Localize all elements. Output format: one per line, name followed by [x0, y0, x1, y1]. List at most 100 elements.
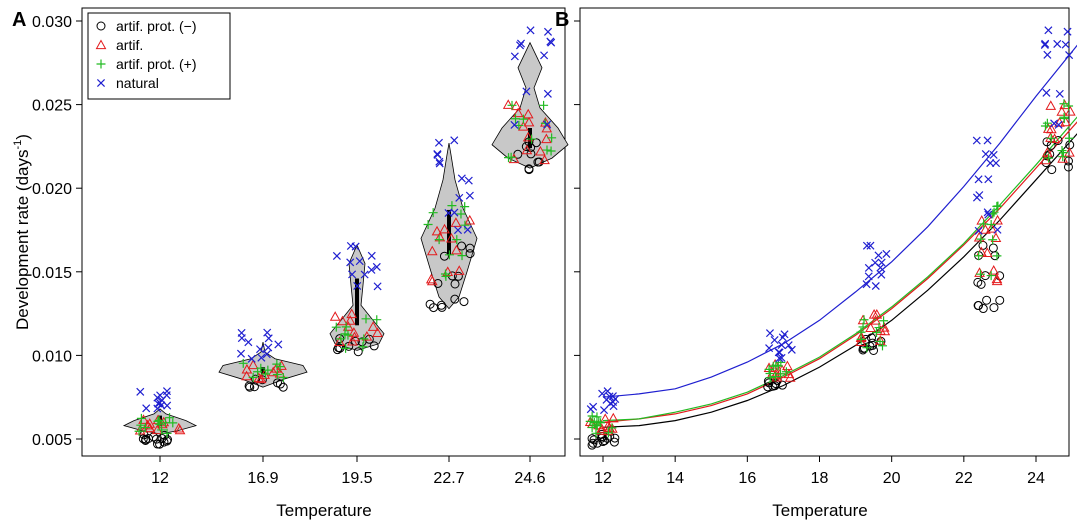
point-x — [777, 340, 786, 349]
violins — [122, 41, 569, 435]
point-x — [871, 258, 880, 267]
y-tick-label: 0.025 — [32, 98, 72, 115]
point-triangle — [870, 315, 881, 325]
point-plus — [361, 314, 371, 324]
point-x — [457, 174, 466, 183]
point-circle — [982, 295, 992, 305]
point-x — [975, 191, 984, 200]
point-circle — [436, 300, 446, 310]
y-axis-label: Development rate (days-1) — [12, 134, 32, 330]
point-triangle — [1041, 147, 1053, 157]
point-x — [1054, 120, 1063, 129]
point-x — [346, 258, 355, 267]
point-triangle — [434, 231, 446, 242]
x-tick-label: 24.6 — [514, 470, 545, 487]
point-triangle — [865, 322, 876, 332]
point-x — [543, 120, 552, 129]
point-triangle — [599, 413, 611, 423]
point-x — [598, 389, 607, 398]
point-triangle — [521, 144, 533, 155]
point-x — [862, 241, 871, 250]
point-circle — [995, 295, 1005, 305]
point-x — [989, 150, 998, 159]
point-circle — [777, 380, 787, 390]
point-plus — [140, 423, 150, 433]
point-x — [874, 251, 883, 260]
point-circle — [465, 249, 475, 259]
x-axis-b: 12 14 16 18 20 22 24 — [574, 20, 1045, 487]
point-x — [433, 149, 442, 159]
x-tick-label: 19.5 — [341, 470, 372, 487]
point-triangle — [1060, 116, 1071, 127]
point-triangle — [367, 321, 379, 331]
x-axis-label-b: Temperature — [772, 501, 867, 520]
point-x — [346, 241, 355, 250]
panel-label-b: B — [555, 9, 569, 31]
point-circle — [1063, 156, 1073, 166]
point-plus — [460, 220, 470, 230]
point-triangle — [1056, 106, 1068, 116]
point-circle — [524, 165, 534, 175]
point-circle — [763, 382, 773, 392]
point-x — [777, 353, 786, 362]
point-x — [765, 344, 774, 353]
point-triangle — [439, 223, 450, 234]
point-triangle — [334, 336, 345, 346]
point-triangle — [344, 315, 356, 325]
point-triangle — [1059, 99, 1071, 110]
point-plus — [447, 201, 457, 211]
point-x — [450, 136, 459, 145]
point-circle — [973, 301, 983, 311]
point-triangle — [981, 247, 993, 258]
point-triangle — [988, 265, 1000, 275]
y-tick-label: 0.005 — [32, 432, 72, 449]
point-plus — [607, 423, 617, 433]
point-plus — [771, 360, 781, 370]
point-plus — [856, 327, 866, 337]
point-x — [263, 328, 272, 337]
point-plus — [879, 316, 889, 326]
point-circle — [245, 382, 255, 392]
point-x — [1043, 50, 1052, 59]
point-plus — [975, 269, 985, 279]
point-plus — [859, 315, 869, 325]
point-x — [256, 345, 265, 354]
point-circle — [976, 279, 986, 289]
point-x — [257, 353, 266, 362]
point-plus — [603, 428, 613, 438]
legend-marker-plus — [96, 59, 106, 69]
point-circle — [988, 243, 998, 253]
point-x — [1055, 89, 1064, 98]
point-circle — [587, 434, 597, 444]
point-circle — [457, 241, 467, 251]
point-plus — [527, 134, 537, 144]
point-circle — [609, 437, 619, 447]
point-plus — [434, 235, 444, 245]
point-plus — [165, 413, 175, 423]
point-plus — [514, 120, 524, 130]
point-circle — [425, 299, 435, 309]
point-x — [353, 281, 362, 290]
point-plus — [444, 250, 454, 260]
point-x — [882, 249, 891, 258]
fit-line — [602, 121, 1077, 423]
point-circle — [429, 303, 439, 313]
point-x — [156, 391, 165, 400]
point-x — [993, 225, 1002, 234]
point-circle — [344, 341, 354, 351]
point-plus — [441, 271, 451, 281]
point-circle — [453, 271, 463, 281]
point-plus — [256, 363, 266, 373]
point-triangle — [426, 245, 438, 256]
point-triangle — [348, 327, 360, 337]
point-triangle — [992, 214, 1003, 225]
point-plus — [591, 428, 601, 438]
point-circle — [251, 374, 261, 384]
point-triangle — [270, 362, 282, 373]
point-x — [515, 41, 525, 50]
point-circle — [610, 433, 620, 443]
point-x — [1042, 88, 1051, 97]
point-x — [992, 159, 1001, 168]
point-circle — [275, 379, 285, 389]
point-circle — [978, 304, 988, 314]
